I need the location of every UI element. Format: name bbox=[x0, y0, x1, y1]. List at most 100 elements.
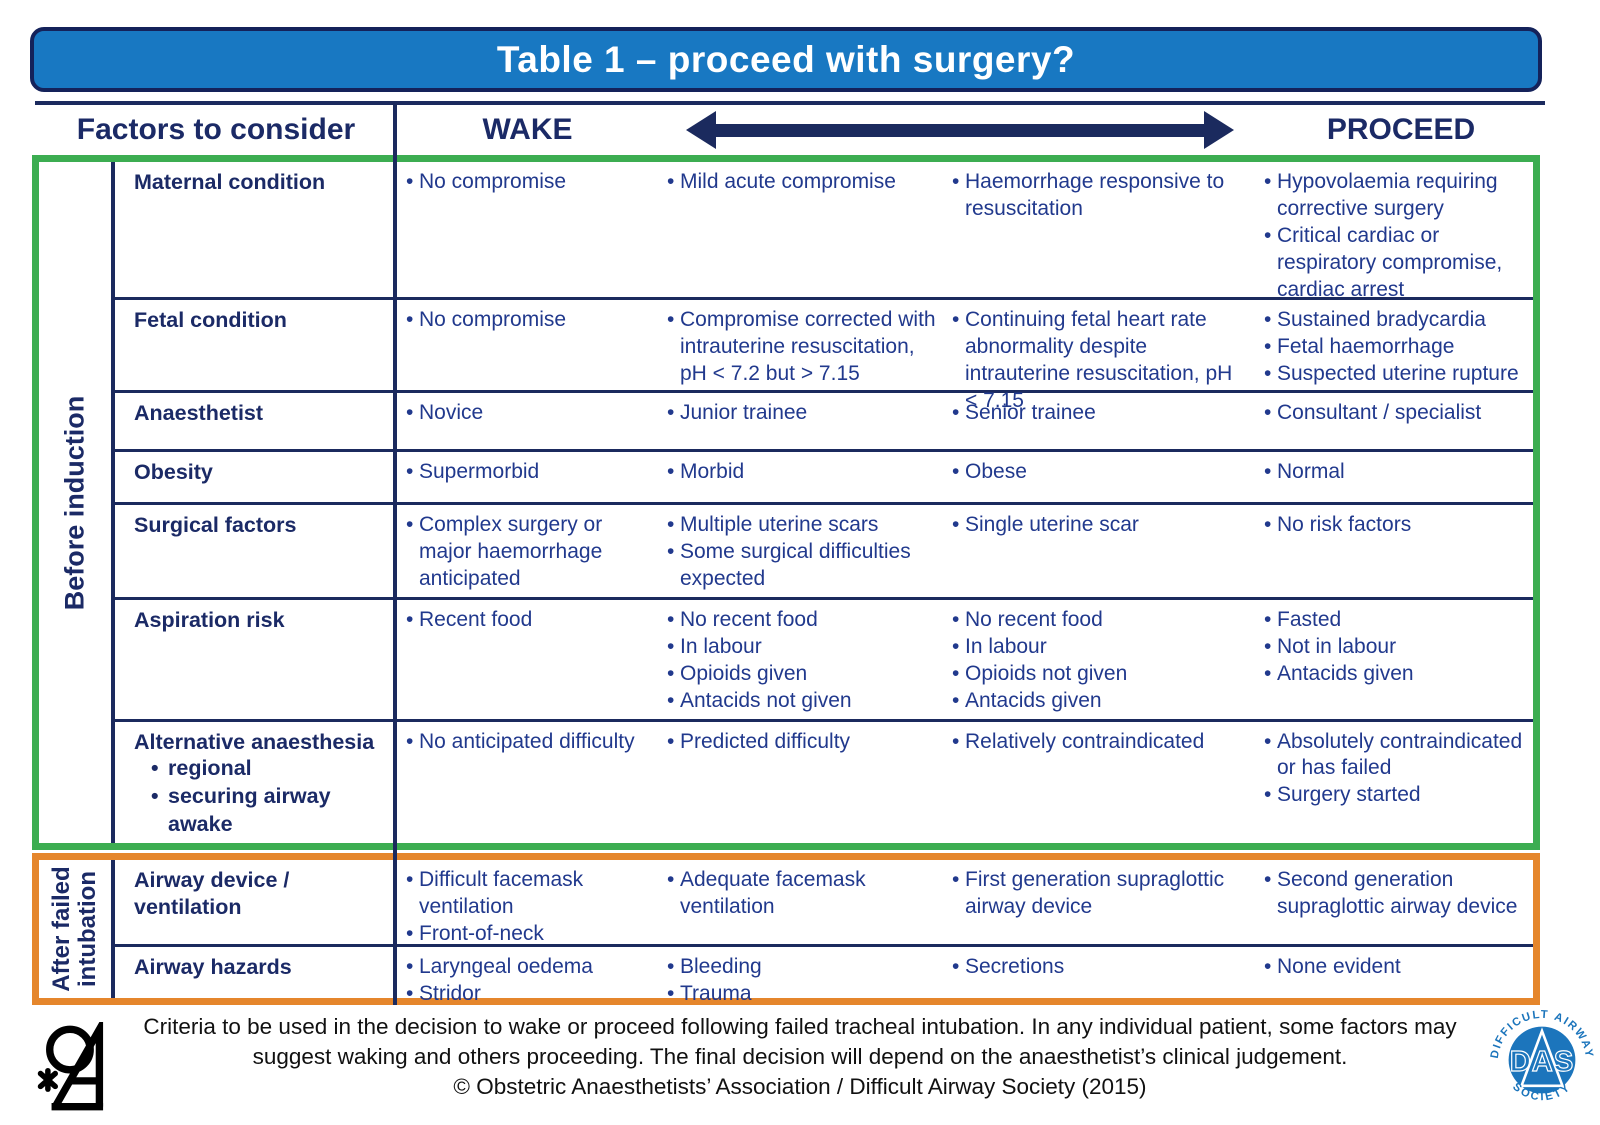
bullet-item: No compromise bbox=[406, 169, 652, 196]
bullet-item: Normal bbox=[1264, 459, 1527, 486]
proceed-cell: Sustained bradycardia Fetal haemorrhage … bbox=[1255, 300, 1533, 390]
mid-right-cell: First generation supraglottic airway dev… bbox=[943, 860, 1255, 944]
proceed-cell: Hypovolaemia requiring corrective surger… bbox=[1255, 162, 1533, 301]
factor-label: Anaesthetist bbox=[134, 401, 264, 425]
bullet-item: Junior trainee bbox=[667, 400, 937, 427]
table-row-obesity: Obesity Supermorbid Morbid Obese Normal bbox=[115, 449, 1533, 502]
after-failed-intubation-rows: Airway device / ventilation Difficult fa… bbox=[115, 860, 1533, 1008]
bullet-item: Consultant / specialist bbox=[1264, 400, 1527, 427]
wake-cell: No anticipated difficulty bbox=[397, 722, 658, 843]
table-row-anaesthetist: Anaesthetist Novice Junior trainee Senio… bbox=[115, 390, 1533, 449]
bullet-item: Relatively contraindicated bbox=[952, 729, 1249, 756]
bullet-item: Compromise corrected with intrauterine r… bbox=[667, 307, 937, 388]
bullet-item: Critical cardiac or respiratory compromi… bbox=[1264, 223, 1527, 304]
factor-label: Maternal condition bbox=[134, 170, 326, 194]
proceed-cell: Consultant / specialist bbox=[1255, 393, 1533, 449]
factor-sub-item: regional bbox=[134, 755, 391, 783]
factor-cell: Obesity bbox=[115, 452, 397, 502]
bullet-item: Antacids given bbox=[1264, 661, 1527, 688]
mid-left-cell: Compromise corrected with intrauterine r… bbox=[658, 300, 943, 390]
bullet-item: Absolutely contraindicated or has failed bbox=[1264, 729, 1527, 783]
bullet-item: No recent food bbox=[667, 607, 937, 634]
mid-left-cell: Mild acute compromise bbox=[658, 162, 943, 297]
factor-cell: Airway device / ventilation bbox=[115, 860, 397, 944]
footer-copyright: © Obstetric Anaesthetists’ Association /… bbox=[453, 1074, 1147, 1100]
proceed-cell: Fasted Not in labour Antacids given bbox=[1255, 600, 1533, 719]
bullet-item: Predicted difficulty bbox=[667, 729, 937, 756]
bullet-item: First generation supraglottic airway dev… bbox=[952, 867, 1249, 921]
factor-cell: Surgical factors bbox=[115, 505, 397, 597]
wake-cell: Recent food bbox=[397, 600, 658, 719]
footer: Criteria to be used in the decision to w… bbox=[0, 1012, 1600, 1100]
bullet-item: Antacids not given bbox=[667, 688, 937, 715]
proceed-cell: Normal bbox=[1255, 452, 1533, 502]
mid-left-cell: No recent food In labour Opioids given A… bbox=[658, 600, 943, 719]
bullet-item: Senior trainee bbox=[952, 400, 1249, 427]
table-row-fetal-condition: Fetal condition No compromise Compromise… bbox=[115, 297, 1533, 412]
table-row-airway-hazards: Airway hazards Laryngeal oedema Stridor … bbox=[115, 944, 1533, 1012]
bullet-item: Novice bbox=[406, 400, 652, 427]
bullet-item: Supermorbid bbox=[406, 459, 652, 486]
wake-proceed-arrow-icon bbox=[658, 111, 1262, 149]
header-wake: WAKE bbox=[482, 113, 573, 146]
bullet-item: Second generation supraglottic airway de… bbox=[1264, 867, 1527, 921]
bullet-item: Secretions bbox=[952, 954, 1249, 981]
bullet-item: Bleeding bbox=[667, 954, 937, 981]
bullet-item: Haemorrhage responsive to resuscitation bbox=[952, 169, 1249, 223]
wake-cell: Laryngeal oedema Stridor bbox=[397, 947, 658, 1012]
bullet-item: Continuing fetal heart rate abnormality … bbox=[952, 307, 1249, 415]
factor-label: Obesity bbox=[134, 460, 213, 485]
bullet-item: No anticipated difficulty bbox=[406, 729, 652, 756]
header-factors: Factors to consider bbox=[76, 113, 356, 146]
proceed-cell: No risk factors bbox=[1255, 505, 1533, 597]
mid-right-cell: Secretions bbox=[943, 947, 1255, 1012]
bullet-item: Obese bbox=[952, 459, 1249, 486]
before-induction-rows: Maternal condition No compromise Mild ac… bbox=[115, 162, 1533, 843]
bullet-item: Hypovolaemia requiring corrective surger… bbox=[1264, 169, 1527, 223]
das-logo-icon: DAS DIFFICULT AIRWAY SOCIETY bbox=[1488, 1004, 1596, 1121]
wake-cell: Complex surgery or major haemorrhage ant… bbox=[397, 505, 658, 597]
table-row-surgical-factors: Surgical factors Complex surgery or majo… bbox=[115, 502, 1533, 597]
svg-text:DAS: DAS bbox=[1510, 1046, 1575, 1078]
bullet-item: In labour bbox=[667, 634, 937, 661]
wake-cell: Supermorbid bbox=[397, 452, 658, 502]
bullet-item: In labour bbox=[952, 634, 1249, 661]
bullet-item: Complex surgery or major haemorrhage ant… bbox=[406, 512, 652, 593]
oaa-logo-icon bbox=[35, 1015, 127, 1119]
bullet-item: No risk factors bbox=[1264, 512, 1527, 539]
mid-left-cell: Junior trainee bbox=[658, 393, 943, 449]
bullet-item: Multiple uterine scars bbox=[667, 512, 937, 539]
mid-right-cell: No recent food In labour Opioids not giv… bbox=[943, 600, 1255, 719]
bullet-item: Suspected uterine rupture bbox=[1264, 361, 1527, 388]
bullet-item: No compromise bbox=[406, 307, 652, 334]
bullet-item: Front-of-neck bbox=[406, 921, 652, 948]
mid-right-cell: Senior trainee bbox=[943, 393, 1255, 449]
factor-cell: Fetal condition bbox=[115, 300, 397, 390]
bullet-item: Surgery started bbox=[1264, 782, 1527, 809]
wake-cell: Difficult facemask ventilation Front-of-… bbox=[397, 860, 658, 948]
mid-left-cell: Bleeding Trauma bbox=[658, 947, 943, 1012]
table-row-maternal-condition: Maternal condition No compromise Mild ac… bbox=[115, 162, 1533, 301]
after-failed-intubation-label: After failed intubation bbox=[48, 866, 101, 992]
factor-label: Fetal condition bbox=[134, 308, 287, 332]
bullet-item: None evident bbox=[1264, 954, 1527, 981]
header-proceed: PROCEED bbox=[1326, 113, 1476, 146]
factor-label: Aspiration risk bbox=[134, 608, 285, 633]
bullet-item: Opioids not given bbox=[952, 661, 1249, 688]
bullet-item: Sustained bradycardia bbox=[1264, 307, 1527, 334]
bullet-item: Laryngeal oedema bbox=[406, 954, 652, 981]
wake-cell: No compromise bbox=[397, 300, 658, 390]
mid-right-cell: Obese bbox=[943, 452, 1255, 502]
proceed-cell: None evident bbox=[1255, 947, 1533, 1012]
footer-note: Criteria to be used in the decision to w… bbox=[143, 1014, 1457, 1069]
column-header-row: Factors to consider WAKE PROCEED bbox=[35, 105, 1540, 155]
page-title: Table 1 – proceed with surgery? bbox=[496, 38, 1076, 80]
factor-label: Surgical factors bbox=[134, 513, 297, 538]
factor-sub-item: securing airway awake bbox=[134, 783, 391, 839]
bullet-item: Fasted bbox=[1264, 607, 1527, 634]
factor-cell: Anaesthetist bbox=[115, 393, 397, 449]
mid-right-cell: Relatively contraindicated bbox=[943, 722, 1255, 843]
bullet-item: Trauma bbox=[667, 981, 937, 1008]
factor-cell: Airway hazards bbox=[115, 947, 397, 1012]
wake-cell: No compromise bbox=[397, 162, 658, 297]
